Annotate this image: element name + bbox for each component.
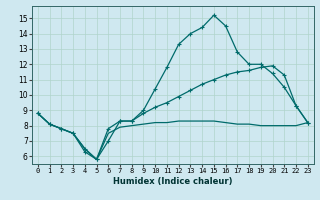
X-axis label: Humidex (Indice chaleur): Humidex (Indice chaleur)	[113, 177, 233, 186]
